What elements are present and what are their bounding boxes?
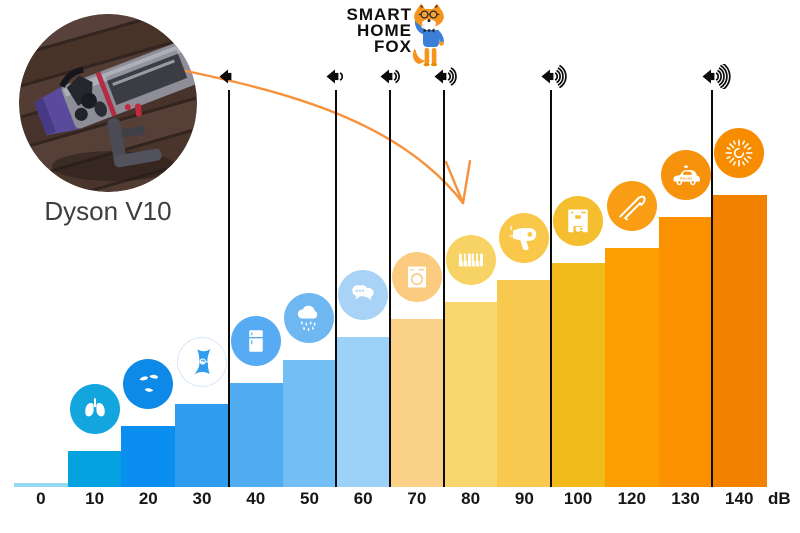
lungs-icon bbox=[69, 384, 120, 434]
threshold-line-after-90db bbox=[550, 90, 553, 487]
fireworks-icon bbox=[714, 128, 765, 178]
threshold-line-after-60db bbox=[389, 90, 392, 487]
axis-label-80: 80 bbox=[461, 489, 481, 508]
bar-100db bbox=[551, 263, 606, 487]
whisper-icon bbox=[177, 337, 228, 387]
axis-label-140: 140 bbox=[725, 489, 754, 508]
threshold-line-after-70db bbox=[442, 90, 445, 487]
bar-130db bbox=[658, 217, 713, 487]
speaker-icon-2-waves bbox=[378, 64, 414, 94]
bar-40db bbox=[228, 383, 284, 487]
threshold-line-after-130db bbox=[711, 90, 714, 487]
axis-label-40: 40 bbox=[246, 489, 266, 508]
axis-unit-label: dB bbox=[768, 489, 791, 508]
logo-line-2: HOME bbox=[357, 21, 412, 40]
axis-label-120: 120 bbox=[617, 489, 646, 508]
axis-label-100: 100 bbox=[563, 489, 593, 508]
bar-120db bbox=[604, 248, 660, 487]
bar-90db bbox=[497, 280, 552, 487]
police-car-icon: POLIZEI bbox=[660, 150, 711, 200]
bar-0db bbox=[14, 483, 69, 487]
bar-80db bbox=[443, 302, 499, 487]
washing-machine-icon bbox=[391, 252, 442, 302]
axis-label-20: 20 bbox=[138, 489, 158, 508]
speaker-icon-5-waves bbox=[700, 62, 736, 94]
axis-label-90: 90 bbox=[514, 489, 534, 508]
refrigerator-icon bbox=[230, 316, 281, 366]
bar-20db bbox=[121, 426, 176, 487]
falling-leaves-icon bbox=[123, 359, 174, 409]
speaker-icon-1-waves bbox=[324, 64, 360, 94]
fox-mascot-icon bbox=[412, 3, 444, 67]
threshold-line-after-30db bbox=[227, 90, 230, 487]
coffee-machine-icon bbox=[553, 196, 604, 246]
axis-label-0: 0 bbox=[36, 489, 46, 508]
axis-label-10: 10 bbox=[85, 489, 105, 508]
bar-70db bbox=[390, 319, 445, 487]
logo-line-1: SMART bbox=[346, 5, 412, 24]
axis-label-30: 30 bbox=[192, 489, 212, 508]
hair-dryer-icon bbox=[499, 213, 550, 263]
piano-icon bbox=[445, 235, 496, 285]
threshold-line-after-50db bbox=[335, 90, 338, 487]
svg-text:POLIZEI: POLIZEI bbox=[679, 176, 691, 180]
axis-label-70: 70 bbox=[407, 489, 427, 508]
bar-50db bbox=[282, 360, 337, 487]
speaker-icon-3-waves bbox=[432, 64, 468, 94]
rain-icon bbox=[284, 293, 335, 343]
axis-label-130: 130 bbox=[671, 489, 700, 508]
speaker-icon-0-waves bbox=[217, 64, 253, 94]
axis-label-50: 50 bbox=[299, 489, 319, 508]
speaker-icon-4-waves bbox=[539, 64, 575, 94]
logo-line-3: FOX bbox=[374, 37, 412, 56]
bar-140db bbox=[712, 195, 767, 487]
axis-label-60: 60 bbox=[353, 489, 373, 508]
brand-logo: SMART HOME FOX bbox=[330, 5, 412, 56]
bar-10db bbox=[67, 451, 123, 487]
trombone-icon bbox=[606, 181, 657, 231]
conversation-icon bbox=[338, 270, 389, 320]
dyson-photo bbox=[19, 14, 197, 192]
bar-30db bbox=[175, 404, 230, 487]
product-label: Dyson V10 bbox=[44, 196, 172, 226]
bar-60db bbox=[336, 337, 391, 487]
